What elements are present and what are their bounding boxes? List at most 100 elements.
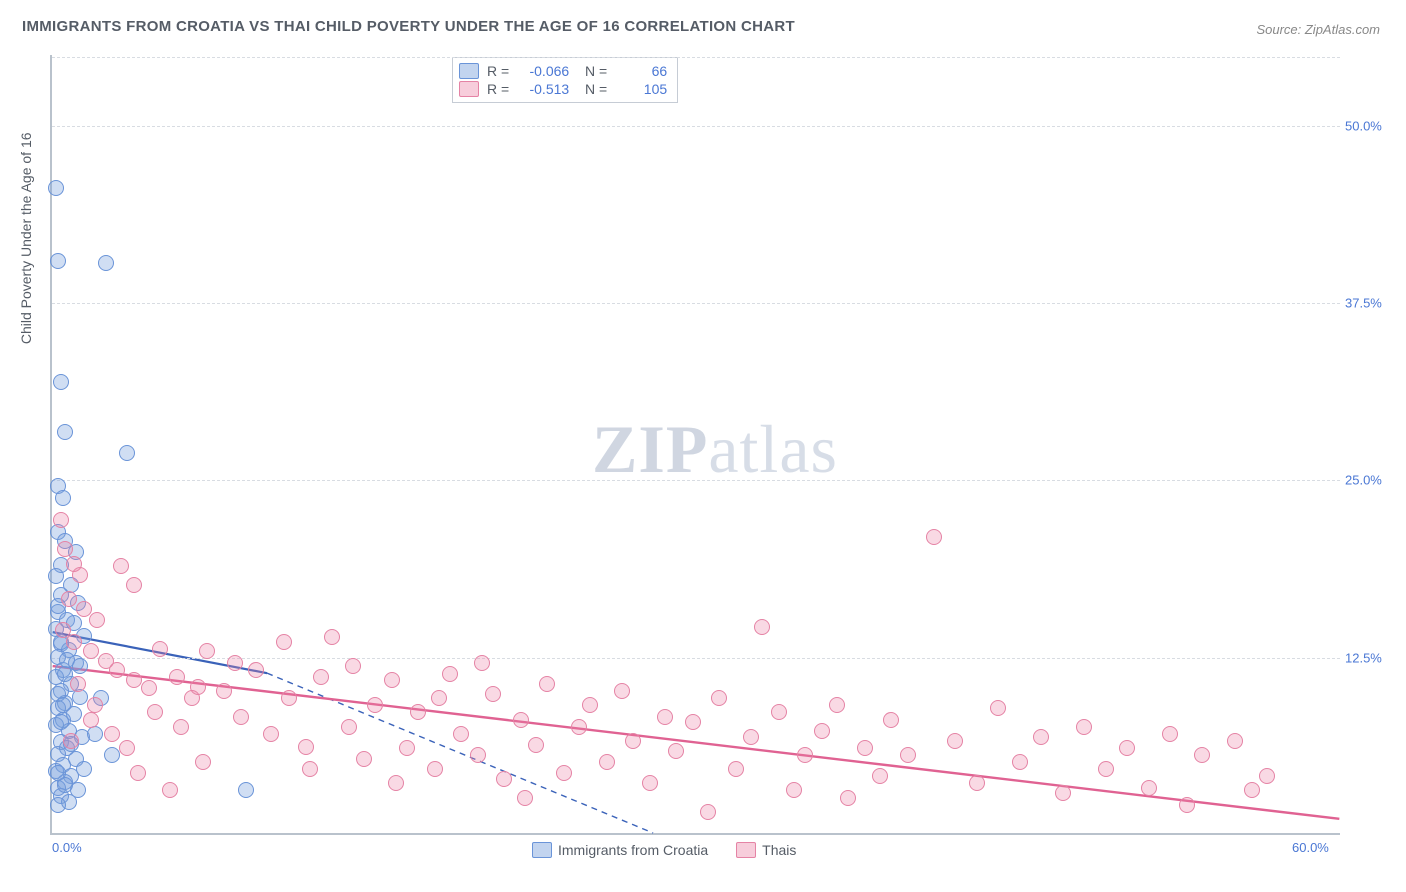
data-point	[786, 782, 802, 798]
data-point	[431, 690, 447, 706]
data-point	[883, 712, 899, 728]
data-point	[104, 747, 120, 763]
legend-item: Immigrants from Croatia	[532, 842, 708, 858]
data-point	[169, 669, 185, 685]
data-point	[61, 591, 77, 607]
data-point	[263, 726, 279, 742]
data-point	[470, 747, 486, 763]
data-point	[485, 686, 501, 702]
data-point	[711, 690, 727, 706]
data-point	[388, 775, 404, 791]
data-point	[642, 775, 658, 791]
data-point	[55, 697, 71, 713]
gridline	[52, 480, 1340, 481]
data-point	[384, 672, 400, 688]
data-point	[582, 697, 598, 713]
legend-swatch	[532, 842, 552, 858]
data-point	[83, 712, 99, 728]
data-point	[700, 804, 716, 820]
data-point	[57, 777, 73, 793]
data-point	[969, 775, 985, 791]
data-point	[281, 690, 297, 706]
data-point	[57, 424, 73, 440]
correlation-stats-box: R =-0.066 N =66R =-0.513 N =105	[452, 57, 678, 103]
data-point	[754, 619, 770, 635]
legend-swatch	[736, 842, 756, 858]
data-point	[356, 751, 372, 767]
data-point	[162, 782, 178, 798]
data-point	[72, 567, 88, 583]
data-point	[1162, 726, 1178, 742]
data-point	[614, 683, 630, 699]
chart-title: IMMIGRANTS FROM CROATIA VS THAI CHILD PO…	[22, 18, 795, 35]
data-point	[130, 765, 146, 781]
data-point	[947, 733, 963, 749]
data-point	[119, 445, 135, 461]
data-point	[50, 253, 66, 269]
data-point	[814, 723, 830, 739]
data-point	[571, 719, 587, 735]
data-point	[341, 719, 357, 735]
data-point	[900, 747, 916, 763]
data-point	[399, 740, 415, 756]
data-point	[87, 726, 103, 742]
data-point	[63, 733, 79, 749]
data-point	[126, 577, 142, 593]
data-point	[276, 634, 292, 650]
data-point	[53, 512, 69, 528]
x-tick-label: 60.0%	[1292, 840, 1329, 855]
data-point	[872, 768, 888, 784]
data-point	[119, 740, 135, 756]
data-point	[453, 726, 469, 742]
data-point	[797, 747, 813, 763]
gridline	[52, 126, 1340, 127]
data-point	[1141, 780, 1157, 796]
data-point	[233, 709, 249, 725]
series-legend: Immigrants from Croatia Thais	[532, 842, 796, 858]
data-point	[70, 676, 86, 692]
data-point	[829, 697, 845, 713]
data-point	[599, 754, 615, 770]
legend-item: Thais	[736, 842, 796, 858]
y-axis-label: Child Poverty Under the Age of 16	[18, 132, 34, 344]
data-point	[248, 662, 264, 678]
data-point	[1098, 761, 1114, 777]
data-point	[528, 737, 544, 753]
y-tick-label: 12.5%	[1345, 650, 1395, 665]
data-point	[668, 743, 684, 759]
data-point	[53, 714, 69, 730]
data-point	[83, 643, 99, 659]
data-point	[302, 761, 318, 777]
legend-swatch	[459, 63, 479, 79]
legend-swatch	[459, 81, 479, 97]
watermark: ZIPatlas	[592, 410, 838, 489]
data-point	[1012, 754, 1028, 770]
data-point	[410, 704, 426, 720]
data-point	[55, 490, 71, 506]
data-point	[195, 754, 211, 770]
source-attribution: Source: ZipAtlas.com	[1256, 22, 1380, 37]
data-point	[1033, 729, 1049, 745]
data-point	[539, 676, 555, 692]
data-point	[496, 771, 512, 787]
data-point	[98, 255, 114, 271]
data-point	[173, 719, 189, 735]
data-point	[126, 672, 142, 688]
gridline	[52, 303, 1340, 304]
data-point	[685, 714, 701, 730]
y-tick-label: 37.5%	[1345, 296, 1395, 311]
data-point	[53, 374, 69, 390]
data-point	[1244, 782, 1260, 798]
data-point	[298, 739, 314, 755]
data-point	[48, 568, 64, 584]
data-point	[771, 704, 787, 720]
data-point	[474, 655, 490, 671]
data-point	[72, 658, 88, 674]
y-tick-label: 50.0%	[1345, 118, 1395, 133]
data-point	[1076, 719, 1092, 735]
stats-row: R =-0.066 N =66	[459, 62, 667, 80]
data-point	[216, 683, 232, 699]
data-point	[104, 726, 120, 742]
data-point	[926, 529, 942, 545]
data-point	[1055, 785, 1071, 801]
